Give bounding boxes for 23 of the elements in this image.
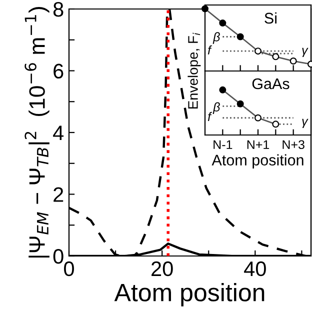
x-tick-label: N+3	[282, 140, 304, 150]
chart-title: Si	[264, 12, 276, 24]
x-tick-label: N-1	[214, 140, 232, 149]
x-tick-label: N+1	[247, 140, 270, 149]
x-tick-label: 20	[152, 261, 173, 276]
annotation: β	[212, 32, 220, 44]
y-tick-label: 6	[54, 64, 64, 79]
y-tick-label: 0	[53, 249, 64, 264]
x-tick-label: 40	[244, 261, 266, 276]
y-tick-label: 8	[53, 2, 64, 17]
annotation: γ	[302, 48, 308, 58]
y-axis-title: Envelope, F$_{i}$	[188, 32, 201, 109]
x-axis-title: Atom position	[114, 283, 264, 306]
annotation: γ	[302, 118, 308, 128]
annotation: f	[208, 112, 212, 121]
annotation: f	[208, 45, 212, 54]
x-tick-label: 0	[64, 261, 74, 276]
x-axis-title: Atom position	[212, 154, 304, 169]
y-tick-label: 2	[54, 187, 64, 202]
text: |Ψ$_{EM}$ − Ψ$_{TB}$|$^{2}$ (10$^{−6}$ m$^{−1}$)	[24, 7, 50, 258]
chart-title: GaAs	[252, 78, 290, 90]
y-tick-label: 4	[53, 126, 64, 140]
annotation: β	[212, 102, 220, 114]
